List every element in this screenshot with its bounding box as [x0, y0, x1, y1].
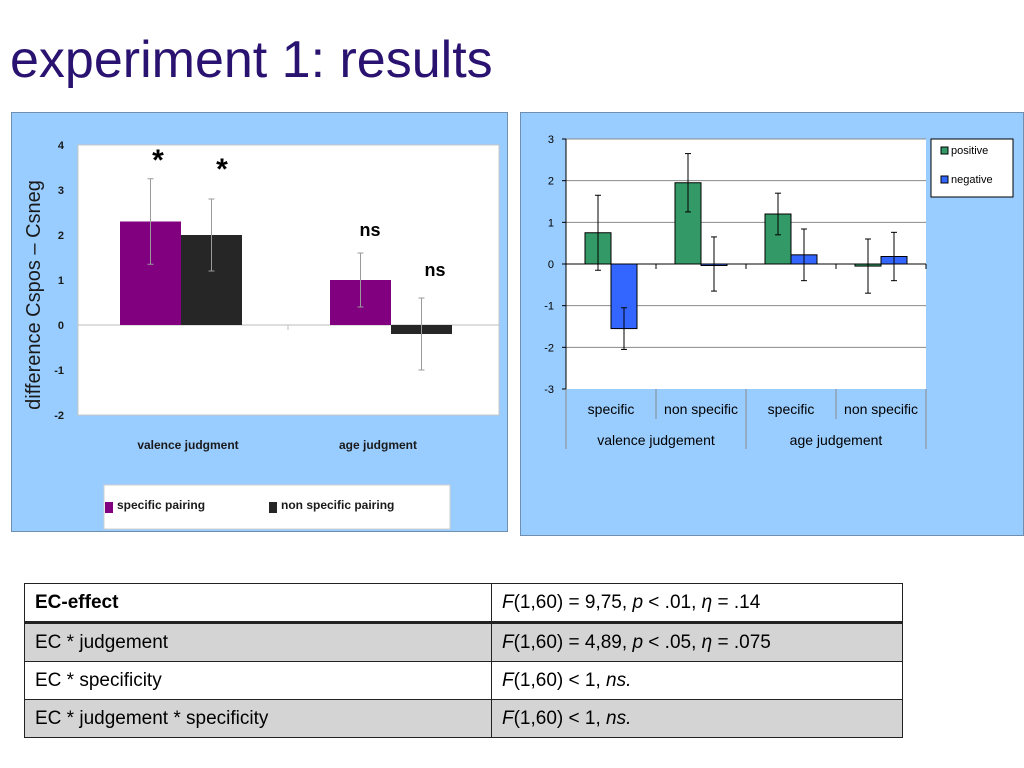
table-row: EC * judgement F(1,60) = 4,89, p < .05, …: [24, 622, 903, 662]
table-row: EC * judgement * specificity F(1,60) < 1…: [24, 699, 903, 738]
stat-cell: F(1,60) = 4,89, p < .05, η = .075: [491, 622, 903, 662]
legend-swatch: [105, 502, 113, 513]
table-row: EC-effect F(1,60) = 9,75, p < .01, η = .…: [24, 583, 903, 624]
stat-cell: F(1,60) = 9,75, p < .01, η = .14: [491, 583, 903, 624]
stat-cell: F(1,60) < 1, ns.: [491, 661, 903, 700]
y-tick-label: 2: [58, 230, 64, 242]
significance-label: ns: [359, 220, 380, 240]
x-category-label: specific: [588, 401, 635, 417]
x-group-label: valence judgement: [597, 432, 715, 448]
legend-swatch: [940, 175, 949, 184]
x-group-label: age judgement: [790, 432, 883, 448]
y-tick-label: 0: [548, 259, 554, 271]
effect-cell: EC-effect: [24, 583, 492, 624]
left-chart: difference Cspos – Csneg 4 3 2 1 0 -1 -2 valenc…: [23, 140, 500, 530]
x-category-label: non specific: [664, 401, 738, 417]
x-category-label: non specific: [844, 401, 918, 417]
effect-cell: EC * specificity: [24, 661, 492, 700]
legend-label: negative: [951, 174, 993, 186]
x-category-label: valence judgment: [137, 438, 238, 452]
right-chart: 3 2 1 0 -1 -2 -3 specific non specific specific no…: [544, 134, 1014, 449]
y-tick-label: -1: [54, 365, 64, 377]
legend-swatch: [940, 146, 949, 155]
significance-label: *: [152, 144, 164, 177]
y-tick-label: 1: [548, 217, 554, 229]
y-tick-label: -2: [54, 410, 64, 422]
y-tick-label: 0: [58, 320, 64, 332]
legend-swatch: [269, 502, 277, 513]
effect-cell: EC * judgement: [24, 622, 492, 662]
y-axis-label: difference Cspos – Csneg: [23, 180, 45, 410]
x-category-label: specific: [768, 401, 815, 417]
y-tick-label: 1: [58, 275, 64, 287]
legend-label: specific pairing: [117, 498, 205, 512]
left-chart-panel: difference Cspos – Csneg 4 3 2 1 0 -1 -2 valenc…: [11, 112, 508, 532]
table-row: EC * specificity F(1,60) < 1, ns.: [24, 661, 903, 700]
x-category-label: age judgment: [339, 438, 417, 452]
y-tick-label: -2: [544, 342, 554, 354]
legend-label: non specific pairing: [281, 498, 394, 512]
y-tick-label: 4: [58, 140, 65, 152]
stat-cell: F(1,60) < 1, ns.: [491, 699, 903, 738]
y-tick-label: 3: [58, 185, 64, 197]
y-tick-label: -3: [544, 384, 554, 396]
legend-label: positive: [951, 145, 988, 157]
significance-label: ns: [424, 260, 445, 280]
effect-cell: EC * judgement * specificity: [24, 699, 492, 738]
right-chart-panel: 3 2 1 0 -1 -2 -3 specific non specific specific no…: [520, 112, 1024, 536]
y-tick-label: 3: [548, 134, 554, 146]
stats-table: EC-effect F(1,60) = 9,75, p < .01, η = .…: [24, 583, 903, 738]
y-tick-label: 2: [548, 176, 554, 188]
page-title: experiment 1: results: [10, 31, 493, 89]
significance-label: *: [216, 153, 228, 186]
y-tick-label: -1: [544, 301, 554, 313]
